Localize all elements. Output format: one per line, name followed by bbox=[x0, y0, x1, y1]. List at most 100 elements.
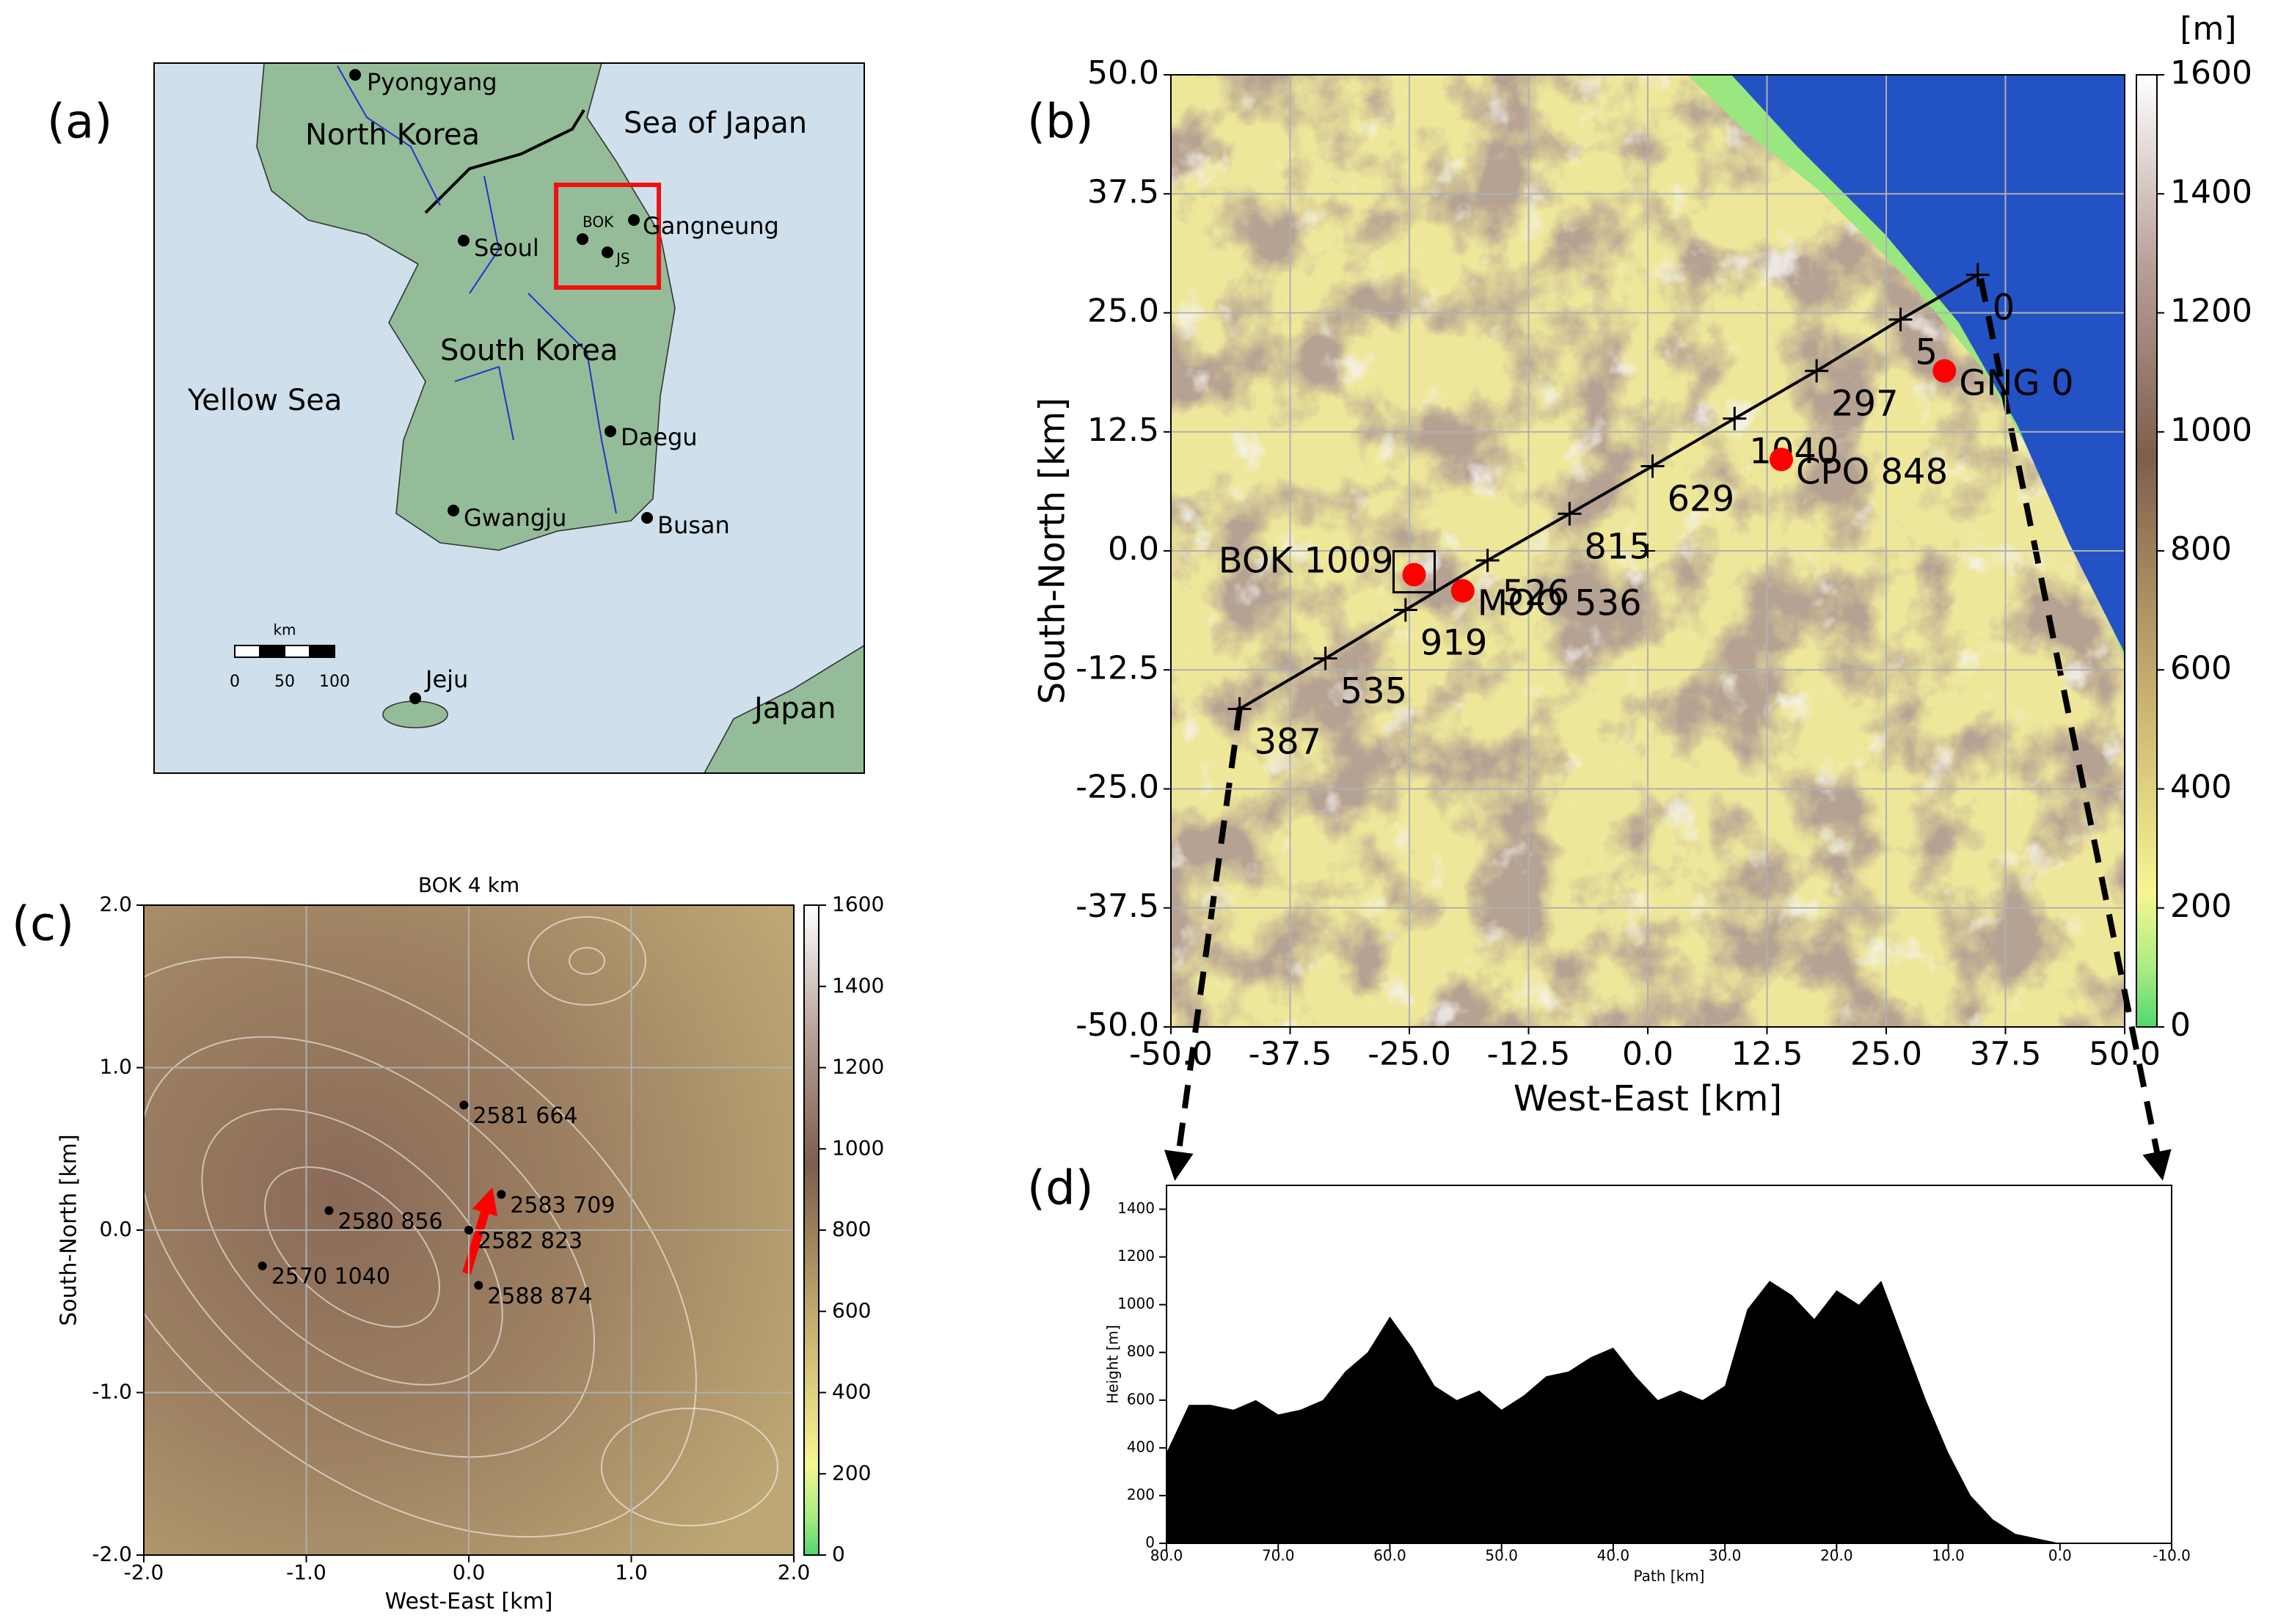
x-tick-label: 37.5 bbox=[1970, 1036, 2042, 1073]
point bbox=[258, 1261, 267, 1270]
place-label: Yellow Sea bbox=[187, 384, 342, 417]
x-tick-label: 40.0 bbox=[1597, 1547, 1630, 1565]
place-label: Gwangju bbox=[464, 504, 566, 532]
place-label: Jeju bbox=[424, 665, 468, 693]
city-dot bbox=[349, 69, 361, 81]
x-tick-label: 50.0 bbox=[1485, 1547, 1518, 1565]
origin-cross bbox=[1640, 544, 1655, 558]
colorbar-tick-label: 1200 bbox=[2170, 293, 2252, 330]
x-tick-label: 0.0 bbox=[453, 1560, 486, 1584]
city-dot bbox=[577, 233, 588, 245]
x-tick-label: 30.0 bbox=[1709, 1547, 1742, 1565]
colorbar-tick-label: 400 bbox=[832, 1380, 871, 1404]
city-dot bbox=[448, 505, 459, 516]
scale-seg bbox=[284, 645, 310, 658]
city-dot bbox=[605, 425, 616, 437]
x-tick-label: 25.0 bbox=[1850, 1036, 1922, 1073]
contour bbox=[527, 916, 646, 1006]
path-cross bbox=[1723, 406, 1747, 431]
colorbar-tick-label: 1400 bbox=[832, 973, 884, 998]
point bbox=[324, 1206, 334, 1215]
city-dot bbox=[628, 214, 640, 226]
y-tick-label: 2.0 bbox=[99, 892, 132, 916]
x-tick-label: -37.5 bbox=[1249, 1036, 1332, 1073]
place-label: Japan bbox=[752, 692, 836, 725]
path-line bbox=[1238, 273, 1979, 711]
scale-seg bbox=[234, 645, 260, 658]
y-tick-label: 37.5 bbox=[1087, 173, 1159, 211]
colorbar bbox=[803, 904, 819, 1556]
colorbar-tick-label: 200 bbox=[2170, 888, 2232, 925]
y-axis-label: South-North [km] bbox=[1032, 398, 1073, 704]
x-tick-label: 0.0 bbox=[2048, 1547, 2072, 1565]
colorbar-tick-label: 1000 bbox=[2170, 412, 2252, 449]
place-label: Pyongyang bbox=[367, 68, 497, 96]
point-label: 2582 823 bbox=[478, 1229, 583, 1254]
x-axis-label: West-East [km] bbox=[385, 1589, 553, 1614]
city-dot bbox=[602, 246, 613, 258]
panel-label: (a) bbox=[47, 95, 112, 150]
colorbar-label: [m] bbox=[2180, 10, 2236, 48]
station bbox=[1402, 563, 1426, 587]
y-tick-label: 200 bbox=[1127, 1485, 1155, 1503]
y-tick-label: -1.0 bbox=[92, 1380, 132, 1404]
colorbar-tick-label: 1600 bbox=[832, 892, 884, 916]
colorbar-tick-label: 1000 bbox=[832, 1135, 884, 1160]
x-tick-label: 50.0 bbox=[2089, 1036, 2161, 1073]
point bbox=[464, 1226, 473, 1235]
island bbox=[382, 701, 448, 728]
station-label: BOK 1009 bbox=[1219, 540, 1394, 581]
place-label: Seoul bbox=[474, 234, 539, 262]
path-label: 297 bbox=[1831, 384, 1899, 425]
contour bbox=[144, 956, 697, 1538]
point-label: 2588 874 bbox=[487, 1284, 592, 1309]
scale-label: 50 bbox=[274, 673, 295, 691]
land bbox=[704, 645, 864, 773]
sea bbox=[1731, 75, 2125, 653]
chart-title: BOK 4 km bbox=[418, 873, 519, 897]
path-cross bbox=[1227, 697, 1252, 721]
place-labels: Pyongyang North Korea Sea of Japan BOK G… bbox=[187, 68, 836, 725]
panel-label: (c) bbox=[12, 898, 74, 952]
path-cross bbox=[1965, 263, 1990, 287]
y-tick-label: -2.0 bbox=[92, 1542, 132, 1566]
area bbox=[1167, 1281, 2060, 1543]
city-dot bbox=[458, 235, 470, 246]
city-dot bbox=[641, 512, 653, 524]
axes-frame bbox=[143, 904, 795, 1556]
x-tick-label: 1.0 bbox=[615, 1560, 648, 1584]
place-label: North Korea bbox=[305, 118, 480, 152]
y-tick-label: 1000 bbox=[1117, 1295, 1155, 1312]
place-label: Gangneung bbox=[643, 212, 779, 240]
map-a bbox=[154, 63, 864, 773]
point-label: 2580 856 bbox=[338, 1209, 443, 1235]
colorbar bbox=[2136, 74, 2158, 1028]
colorbar-tick-label: 800 bbox=[2170, 530, 2232, 568]
scale-label: 100 bbox=[319, 673, 350, 691]
path-label: 0 bbox=[1993, 288, 2015, 329]
x-tick-label: -1.0 bbox=[286, 1560, 326, 1584]
colorbar-tick-label: 1400 bbox=[2170, 173, 2252, 211]
x-axis-label: West-East [km] bbox=[1514, 1078, 1782, 1119]
place-label: Daegu bbox=[621, 423, 698, 451]
contour bbox=[201, 1108, 503, 1386]
path-cross bbox=[1888, 307, 1913, 332]
scale-unit: km bbox=[273, 621, 296, 639]
y-tick-label: -50.0 bbox=[1076, 1006, 1159, 1044]
y-tick-label: 0.0 bbox=[1108, 530, 1159, 568]
path-cross bbox=[1313, 646, 1337, 670]
y-tick-label: 1400 bbox=[1117, 1199, 1155, 1217]
y-tick-label: 0 bbox=[1145, 1534, 1155, 1551]
colorbar-tick-label: 1600 bbox=[2170, 54, 2252, 92]
path-label: 387 bbox=[1255, 721, 1322, 762]
y-tick-label: 800 bbox=[1127, 1342, 1155, 1360]
path-label: 919 bbox=[1420, 622, 1488, 663]
y-tick-label: -37.5 bbox=[1076, 888, 1159, 925]
path-label: 1040 bbox=[1749, 431, 1839, 472]
path-cross bbox=[1393, 598, 1417, 622]
point-label: 2570 1040 bbox=[271, 1264, 390, 1290]
x-tick-label: 60.0 bbox=[1373, 1547, 1406, 1565]
map-frame bbox=[153, 62, 865, 774]
x-tick-label: -50.0 bbox=[1129, 1036, 1213, 1073]
